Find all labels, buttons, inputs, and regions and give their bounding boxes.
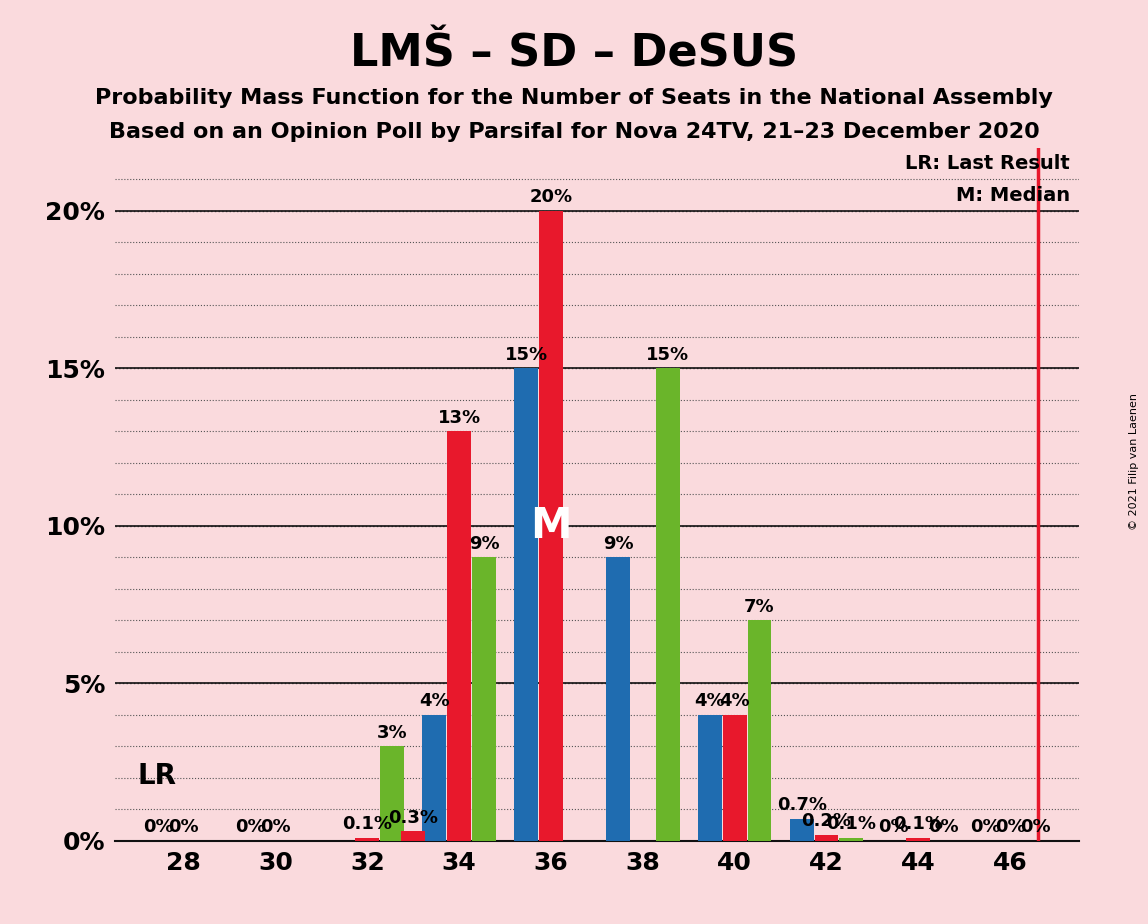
Text: 9%: 9% [603, 535, 634, 553]
Text: 0.1%: 0.1% [827, 815, 876, 833]
Bar [698, 715, 722, 841]
Text: M: Median: M: Median [956, 186, 1070, 204]
Text: 0%: 0% [928, 818, 959, 836]
Text: M: M [530, 505, 572, 547]
Bar [747, 620, 771, 841]
Text: 0%: 0% [878, 818, 909, 836]
Text: 0%: 0% [261, 818, 290, 836]
Text: Probability Mass Function for the Number of Seats in the National Assembly: Probability Mass Function for the Number… [95, 88, 1053, 108]
Text: 0.2%: 0.2% [801, 812, 852, 830]
Text: 0.3%: 0.3% [388, 808, 439, 827]
Bar [907, 838, 930, 841]
Text: 7%: 7% [744, 598, 775, 615]
Bar [790, 819, 814, 841]
Bar [656, 369, 680, 841]
Text: Based on an Opinion Poll by Parsifal for Nova 24TV, 21–23 December 2020: Based on an Opinion Poll by Parsifal for… [109, 122, 1039, 142]
Text: 0.1%: 0.1% [893, 815, 944, 833]
Bar [514, 369, 538, 841]
Text: 20%: 20% [529, 188, 573, 206]
Bar [839, 838, 863, 841]
Text: LMŠ – SD – DeSUS: LMŠ – SD – DeSUS [350, 32, 798, 76]
Text: 15%: 15% [505, 346, 548, 364]
Bar [402, 832, 425, 841]
Text: © 2021 Filip van Laenen: © 2021 Filip van Laenen [1130, 394, 1139, 530]
Text: 0%: 0% [970, 818, 1001, 836]
Bar [448, 432, 471, 841]
Text: 4%: 4% [720, 692, 750, 711]
Bar [356, 838, 379, 841]
Bar [380, 747, 404, 841]
Text: 13%: 13% [437, 408, 481, 427]
Text: LR: Last Result: LR: Last Result [905, 154, 1070, 173]
Text: 9%: 9% [468, 535, 499, 553]
Bar [422, 715, 447, 841]
Text: 0%: 0% [169, 818, 199, 836]
Text: 3%: 3% [377, 723, 408, 742]
Text: 0%: 0% [235, 818, 266, 836]
Text: 0.7%: 0.7% [777, 796, 827, 814]
Text: 0.1%: 0.1% [342, 815, 393, 833]
Bar [472, 557, 496, 841]
Bar [723, 715, 746, 841]
Text: 15%: 15% [646, 346, 689, 364]
Text: LR: LR [138, 762, 177, 790]
Text: 4%: 4% [695, 692, 726, 711]
Bar [540, 211, 563, 841]
Bar [606, 557, 630, 841]
Text: 4%: 4% [419, 692, 450, 711]
Text: 0%: 0% [995, 818, 1025, 836]
Bar [815, 834, 838, 841]
Text: 0%: 0% [144, 818, 174, 836]
Text: 0%: 0% [1019, 818, 1050, 836]
